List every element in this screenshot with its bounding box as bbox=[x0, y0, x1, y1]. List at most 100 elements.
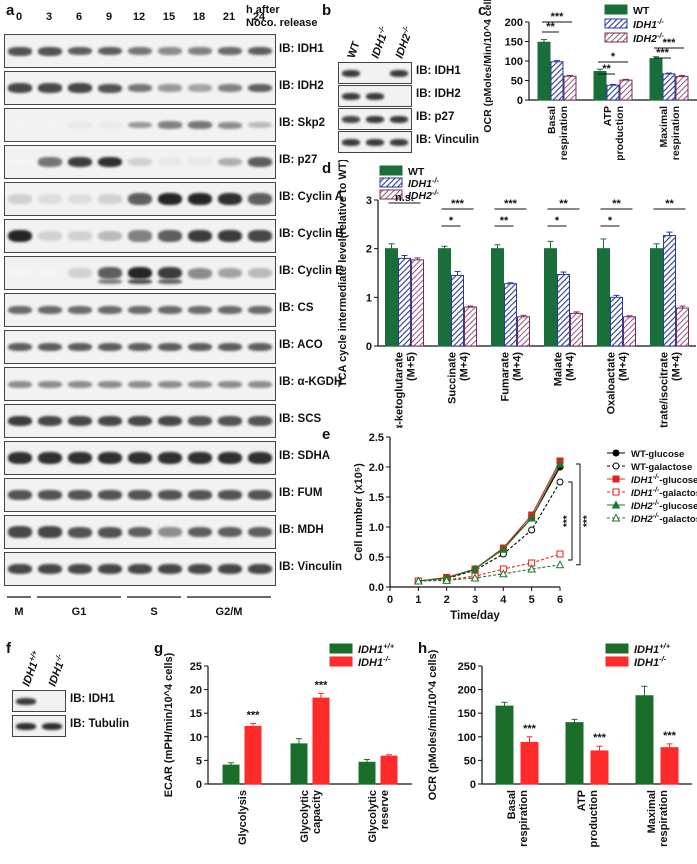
chart-d-tca-bar: 0 1 2 3 TCA cycle intermediate level(relativ… bbox=[337, 160, 696, 428]
category-label: production bbox=[614, 106, 626, 160]
blot-band bbox=[158, 342, 182, 352]
blot-band bbox=[218, 526, 242, 538]
blot-antibody-label: IB: Skp2 bbox=[279, 117, 326, 129]
blot-band bbox=[248, 229, 272, 243]
blot-antibody-label: IB: p27 bbox=[279, 154, 318, 166]
data-point bbox=[442, 575, 452, 584]
blot-band bbox=[68, 563, 92, 575]
significance-label: * bbox=[611, 51, 616, 63]
lane-label: IDH2-/- bbox=[391, 24, 416, 60]
bar bbox=[550, 61, 564, 101]
blot-band bbox=[248, 416, 272, 426]
significance-label: ** bbox=[665, 198, 674, 210]
blot-band bbox=[158, 230, 182, 242]
blot-band bbox=[248, 490, 272, 500]
bar bbox=[517, 316, 530, 347]
legend-label: IDH2-/--glucose bbox=[631, 500, 697, 512]
blot-band bbox=[248, 342, 272, 352]
blot-antibody-label: IB: Cyclin B bbox=[279, 228, 344, 240]
blot-strip bbox=[4, 145, 276, 179]
blot-band bbox=[68, 268, 92, 278]
data-point bbox=[528, 526, 536, 534]
significance-label: ** bbox=[612, 198, 621, 210]
blot-band bbox=[128, 193, 152, 205]
blot-band bbox=[8, 526, 32, 538]
blot-band bbox=[98, 305, 122, 315]
blot-band bbox=[218, 83, 242, 93]
y-tick-label: 100 bbox=[458, 732, 476, 744]
category-label: (M+4) bbox=[618, 352, 630, 381]
blot-band bbox=[98, 490, 122, 500]
blot-band bbox=[98, 451, 122, 465]
blot-band bbox=[188, 451, 212, 465]
legend-label: IDH2-/- bbox=[633, 31, 664, 45]
legend-swatch bbox=[379, 177, 403, 188]
bar bbox=[649, 58, 663, 101]
panel-letter-f: f bbox=[6, 640, 11, 657]
blot-band bbox=[188, 229, 212, 243]
blot-band bbox=[342, 69, 360, 77]
blot-band bbox=[8, 194, 32, 204]
blot-band bbox=[366, 138, 384, 146]
blot-band bbox=[188, 490, 212, 500]
blot-antibody-label: IB: Tubulin bbox=[70, 718, 130, 730]
blot-strip bbox=[4, 256, 276, 290]
blot-band bbox=[188, 380, 212, 388]
category-label: respiration bbox=[518, 790, 530, 847]
legend-label: WT bbox=[633, 5, 650, 17]
legend-marker bbox=[612, 462, 620, 470]
blot-band bbox=[8, 229, 32, 243]
significance-label: *** bbox=[582, 515, 593, 527]
blot-band bbox=[98, 122, 122, 128]
blot-band bbox=[38, 46, 62, 56]
x-tick-label: 4 bbox=[500, 594, 507, 606]
y-tick-label: 0 bbox=[196, 779, 202, 791]
blot-band bbox=[68, 415, 92, 427]
blot-band bbox=[128, 278, 152, 284]
blot-antibody-label: IB: IDH1 bbox=[70, 693, 115, 705]
y-tick-label: 1 bbox=[366, 292, 372, 304]
bar bbox=[244, 725, 262, 785]
blot-strip bbox=[338, 62, 412, 84]
legend-label: IDH1-/--galactose bbox=[631, 487, 697, 499]
bar bbox=[676, 307, 689, 347]
blot-strip bbox=[4, 404, 276, 438]
legend-swatch bbox=[329, 656, 353, 667]
blot-band bbox=[248, 305, 272, 315]
y-tick-label: 20 bbox=[190, 685, 202, 697]
blot-header-line2: Noco. release bbox=[246, 17, 318, 29]
blot-band bbox=[158, 380, 182, 388]
blot-band bbox=[98, 526, 122, 538]
category-label: (M+5) bbox=[406, 352, 418, 381]
lane-number: 12 bbox=[132, 11, 146, 23]
significance-label: ** bbox=[500, 215, 509, 227]
blot-band bbox=[8, 380, 32, 388]
phase-label: S bbox=[150, 606, 157, 618]
lane-number: 3 bbox=[45, 11, 53, 23]
bar bbox=[544, 248, 557, 347]
blot-band bbox=[218, 451, 242, 465]
blot-band bbox=[128, 380, 152, 388]
blot-band bbox=[158, 192, 182, 206]
data-point bbox=[470, 564, 480, 573]
category-label: Basal bbox=[506, 790, 518, 819]
panel-letter-g: g bbox=[154, 640, 164, 657]
significance-label: *** bbox=[523, 723, 537, 735]
lane-number: 21 bbox=[222, 11, 236, 23]
legend-label: IDH1-/- bbox=[633, 17, 664, 31]
category-label: Glycolytic bbox=[299, 790, 311, 843]
bar bbox=[504, 283, 517, 347]
bar bbox=[650, 248, 663, 347]
blot-antibody-label: IB: IDH1 bbox=[279, 43, 324, 55]
blot-band bbox=[38, 490, 62, 500]
blot-header-line1: h after bbox=[246, 4, 280, 16]
blot-band bbox=[38, 157, 62, 167]
blot-band bbox=[248, 563, 272, 575]
significance-label: *** bbox=[247, 710, 261, 722]
blot-band bbox=[218, 490, 242, 500]
bar bbox=[451, 274, 464, 347]
category-label: ATP bbox=[576, 790, 588, 811]
blot-band bbox=[248, 380, 272, 388]
significance-label: * bbox=[608, 215, 613, 227]
series-line bbox=[418, 553, 561, 582]
